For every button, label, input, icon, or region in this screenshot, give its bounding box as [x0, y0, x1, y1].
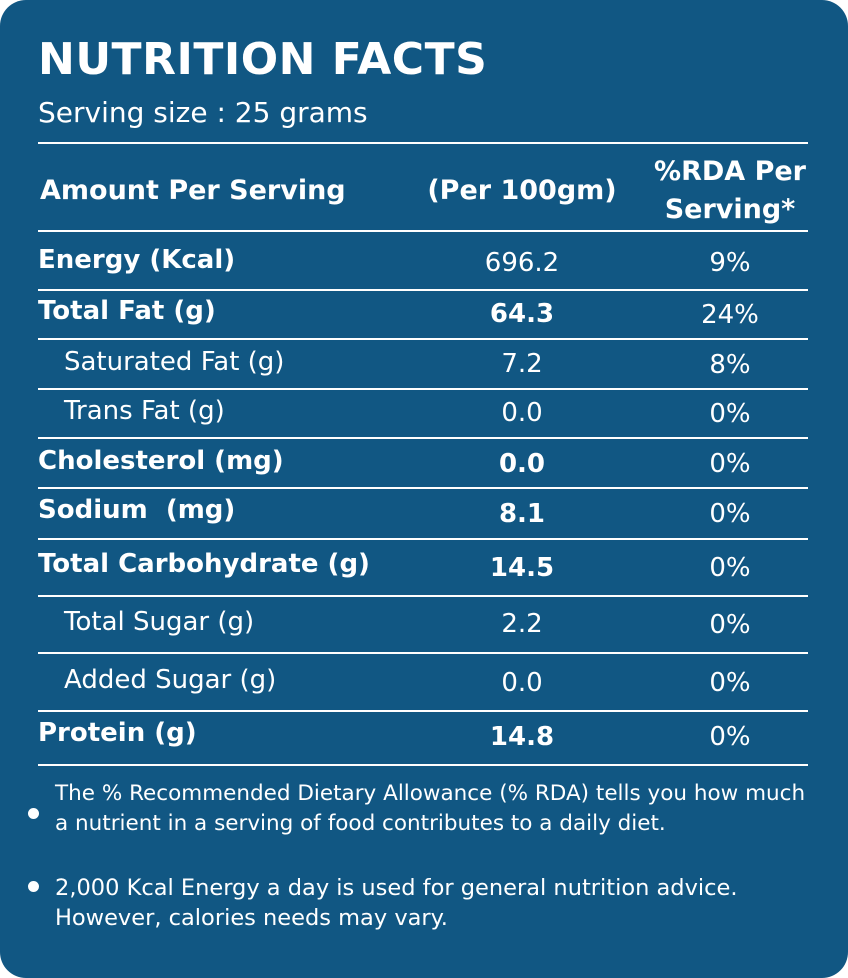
row-added-sugar-per100: 0.0 [501, 668, 543, 698]
row-protein-label: Protein (g) [38, 718, 197, 748]
footnote-rda: The % Recommended Dietary Allowance (% R… [55, 779, 825, 839]
divider [38, 652, 808, 654]
header-rda-line1: %RDA Per [654, 156, 806, 187]
divider [38, 289, 808, 291]
row-sodium-rda: 0% [709, 499, 751, 529]
page-title: NUTRITION FACTS [38, 34, 488, 85]
divider [38, 230, 808, 232]
row-added-sugar-rda: 0% [709, 668, 751, 698]
divider [38, 338, 808, 340]
row-energy-rda: 9% [709, 248, 751, 278]
row-energy-per100: 696.2 [484, 248, 560, 278]
serving-size: Serving size : 25 grams [38, 96, 368, 129]
row-total-carbohydrate-per100: 14.5 [489, 553, 555, 583]
row-total-carbohydrate-rda: 0% [709, 553, 751, 583]
row-total-carbohydrate-label: Total Carbohydrate (g) [38, 549, 370, 579]
row-saturated-fat-label: Saturated Fat (g) [64, 347, 285, 377]
divider [38, 710, 808, 712]
row-protein-rda: 0% [709, 722, 751, 752]
bullet-icon [28, 808, 39, 819]
row-total-fat-per100: 64.3 [489, 299, 555, 329]
row-trans-fat-per100: 0.0 [501, 398, 543, 428]
row-trans-fat-label: Trans Fat (g) [64, 396, 225, 426]
footnote-energy-line1: 2,000 Kcal Energy a day is used for gene… [55, 875, 738, 901]
row-energy-label: Energy (Kcal) [38, 245, 236, 275]
row-total-fat-rda: 24% [701, 300, 759, 330]
row-cholesterol-rda: 0% [709, 449, 751, 479]
divider [38, 764, 808, 766]
row-sodium-per100: 8.1 [498, 499, 546, 529]
divider [38, 487, 808, 489]
header-rda-line2: Serving* [664, 194, 796, 225]
header-amount-per-serving: Amount Per Serving [40, 175, 346, 206]
row-cholesterol-per100: 0.0 [498, 449, 546, 479]
row-total-fat-label: Total Fat (g) [38, 296, 216, 326]
row-cholesterol-label: Cholesterol (mg) [38, 446, 284, 476]
row-total-sugar-per100: 2.2 [501, 609, 543, 639]
row-protein-per100: 14.8 [489, 722, 555, 752]
divider [38, 595, 808, 597]
footnote-energy: 2,000 Kcal Energy a day is used for gene… [55, 873, 825, 933]
header-per-100gm: (Per 100gm) [427, 175, 617, 206]
divider [38, 388, 808, 390]
row-saturated-fat-rda: 8% [709, 350, 751, 380]
divider [38, 142, 808, 144]
divider [38, 437, 808, 439]
bullet-icon [28, 881, 39, 892]
row-sodium-label: Sodium (mg) [38, 495, 236, 525]
divider [38, 538, 808, 540]
footnote-rda-line1: The % Recommended Dietary Allowance (% R… [55, 781, 806, 806]
footnote-rda-line2: a nutrient in a serving of food contribu… [55, 811, 666, 836]
row-added-sugar-label: Added Sugar (g) [64, 665, 277, 695]
footnote-energy-line2: However, calories needs may vary. [55, 905, 448, 931]
row-total-sugar-label: Total Sugar (g) [64, 607, 255, 637]
row-saturated-fat-per100: 7.2 [501, 349, 543, 379]
row-trans-fat-rda: 0% [709, 399, 751, 429]
row-total-sugar-rda: 0% [709, 610, 751, 640]
